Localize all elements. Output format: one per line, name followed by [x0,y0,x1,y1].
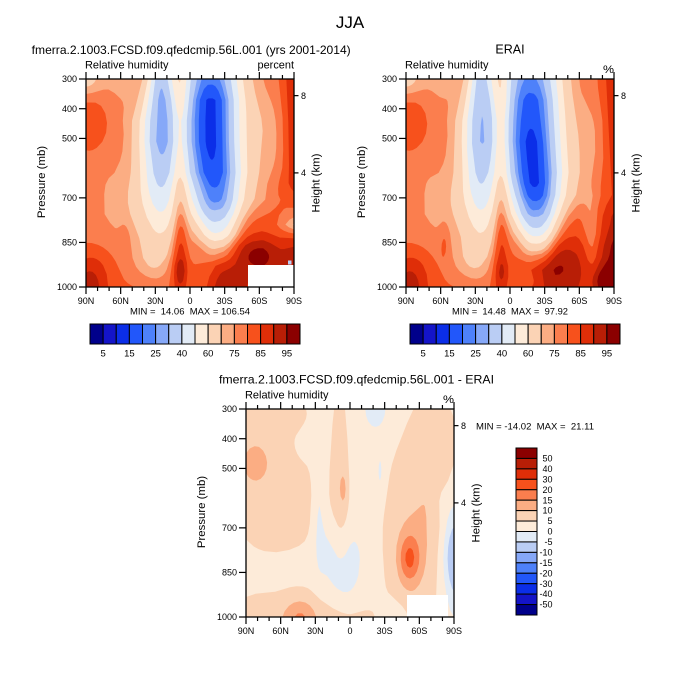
svg-text:0: 0 [547,527,552,537]
svg-text:60N: 60N [112,296,129,306]
svg-text:-40: -40 [539,589,552,599]
svg-text:50: 50 [542,454,552,464]
svg-text:Pressure (mb): Pressure (mb) [36,146,48,218]
svg-text:60N: 60N [272,626,289,636]
svg-text:-15: -15 [539,558,552,568]
svg-text:4: 4 [301,168,306,178]
svg-text:%: % [443,394,454,406]
svg-text:5: 5 [547,516,552,526]
svg-text:25: 25 [150,349,161,360]
svg-text:90N: 90N [238,626,255,636]
svg-text:15: 15 [124,349,135,360]
svg-text:60: 60 [523,349,534,360]
svg-text:85: 85 [575,349,586,360]
svg-text:-20: -20 [539,568,552,578]
svg-text:30N: 30N [147,296,164,306]
svg-text:MIN = 14.06 MAX = 106.54: MIN = 14.06 MAX = 106.54 [130,307,250,318]
svg-text:30N: 30N [307,626,324,636]
svg-text:850: 850 [222,568,237,578]
svg-text:8: 8 [461,421,466,431]
svg-text:JJA: JJA [336,13,365,32]
svg-text:10: 10 [542,506,552,516]
svg-text:60N: 60N [432,296,449,306]
svg-text:700: 700 [62,193,77,203]
svg-text:-10: -10 [539,547,552,557]
svg-text:90N: 90N [398,296,415,306]
svg-text:Pressure (mb): Pressure (mb) [356,146,368,218]
svg-text:75: 75 [229,349,240,360]
svg-text:90S: 90S [606,296,622,306]
svg-text:400: 400 [62,104,77,114]
svg-text:4: 4 [461,498,466,508]
svg-text:500: 500 [222,464,237,474]
svg-text:Relative humidity: Relative humidity [405,60,489,72]
svg-text:85: 85 [255,349,266,360]
svg-text:8: 8 [621,91,626,101]
svg-text:850: 850 [62,238,77,248]
svg-text:-5: -5 [544,537,552,547]
svg-text:Relative humidity: Relative humidity [245,390,329,402]
svg-text:0: 0 [347,626,352,636]
svg-text:0: 0 [187,296,192,306]
svg-text:300: 300 [382,74,397,84]
svg-text:25: 25 [470,349,481,360]
svg-text:percent: percent [258,60,295,72]
svg-text:700: 700 [222,523,237,533]
svg-text:fmerra.2.1003.FCSD.f09.qfedcmi: fmerra.2.1003.FCSD.f09.qfedcmip.56L.001 … [32,43,351,57]
svg-text:500: 500 [62,134,77,144]
svg-text:ERAI: ERAI [495,43,524,57]
svg-text:Relative humidity: Relative humidity [85,60,169,72]
svg-text:30N: 30N [467,296,484,306]
svg-text:30S: 30S [537,296,553,306]
svg-text:30S: 30S [217,296,233,306]
svg-text:40: 40 [497,349,508,360]
svg-text:40: 40 [542,464,552,474]
svg-text:500: 500 [382,134,397,144]
svg-text:95: 95 [602,349,613,360]
svg-text:40: 40 [177,349,188,360]
svg-text:60S: 60S [571,296,587,306]
svg-text:700: 700 [382,193,397,203]
svg-text:1000: 1000 [57,282,77,292]
svg-text:Height (km): Height (km) [471,483,483,542]
svg-text:15: 15 [542,495,552,505]
svg-text:fmerra.2.1003.FCSD.f09.qfedcmi: fmerra.2.1003.FCSD.f09.qfedcmip.56L.001 … [219,372,494,386]
svg-text:30S: 30S [377,626,393,636]
svg-text:60S: 60S [411,626,427,636]
svg-text:4: 4 [621,168,626,178]
svg-text:Pressure (mb): Pressure (mb) [196,476,208,548]
svg-text:850: 850 [382,238,397,248]
svg-text:Height (km): Height (km) [311,153,323,212]
svg-text:95: 95 [282,349,293,360]
svg-text:5: 5 [100,349,105,360]
svg-text:90S: 90S [286,296,302,306]
svg-text:60: 60 [203,349,214,360]
svg-text:20: 20 [542,485,552,495]
svg-text:-30: -30 [539,579,552,589]
svg-text:Height (km): Height (km) [631,153,643,212]
svg-text:15: 15 [444,349,455,360]
svg-text:300: 300 [222,404,237,414]
svg-text:300: 300 [62,74,77,84]
svg-text:0: 0 [507,296,512,306]
svg-text:1000: 1000 [217,612,237,622]
svg-text:%: % [603,64,614,76]
svg-text:75: 75 [549,349,560,360]
svg-text:30: 30 [542,474,552,484]
svg-text:400: 400 [222,434,237,444]
svg-text:1000: 1000 [377,282,397,292]
svg-text:MIN = -14.02 MAX = 21.11: MIN = -14.02 MAX = 21.11 [476,421,594,432]
svg-text:MIN = 14.48 MAX = 97.92: MIN = 14.48 MAX = 97.92 [452,307,568,318]
svg-text:8: 8 [301,91,306,101]
svg-text:60S: 60S [251,296,267,306]
svg-text:-50: -50 [539,600,552,610]
svg-text:400: 400 [382,104,397,114]
svg-text:90N: 90N [78,296,95,306]
svg-text:90S: 90S [446,626,462,636]
svg-text:5: 5 [420,349,425,360]
